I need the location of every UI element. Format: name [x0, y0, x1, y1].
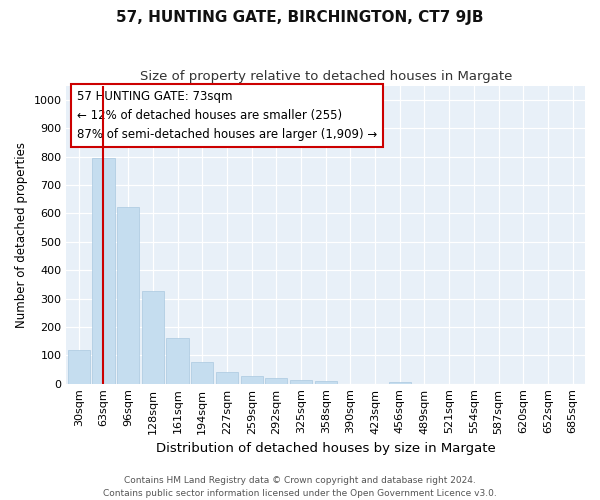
Bar — [92, 158, 115, 384]
Text: 57 HUNTING GATE: 73sqm
← 12% of detached houses are smaller (255)
87% of semi-de: 57 HUNTING GATE: 73sqm ← 12% of detached… — [77, 90, 377, 141]
Bar — [166, 338, 188, 384]
Text: Contains HM Land Registry data © Crown copyright and database right 2024.
Contai: Contains HM Land Registry data © Crown c… — [103, 476, 497, 498]
X-axis label: Distribution of detached houses by size in Margate: Distribution of detached houses by size … — [156, 442, 496, 455]
Bar — [241, 376, 263, 384]
Bar — [389, 382, 411, 384]
Bar — [68, 350, 90, 384]
Y-axis label: Number of detached properties: Number of detached properties — [15, 142, 28, 328]
Bar — [314, 381, 337, 384]
Bar — [191, 362, 214, 384]
Bar — [142, 292, 164, 384]
Text: 57, HUNTING GATE, BIRCHINGTON, CT7 9JB: 57, HUNTING GATE, BIRCHINGTON, CT7 9JB — [116, 10, 484, 25]
Bar — [117, 207, 139, 384]
Title: Size of property relative to detached houses in Margate: Size of property relative to detached ho… — [140, 70, 512, 83]
Bar — [265, 378, 287, 384]
Bar — [290, 380, 312, 384]
Bar — [216, 372, 238, 384]
